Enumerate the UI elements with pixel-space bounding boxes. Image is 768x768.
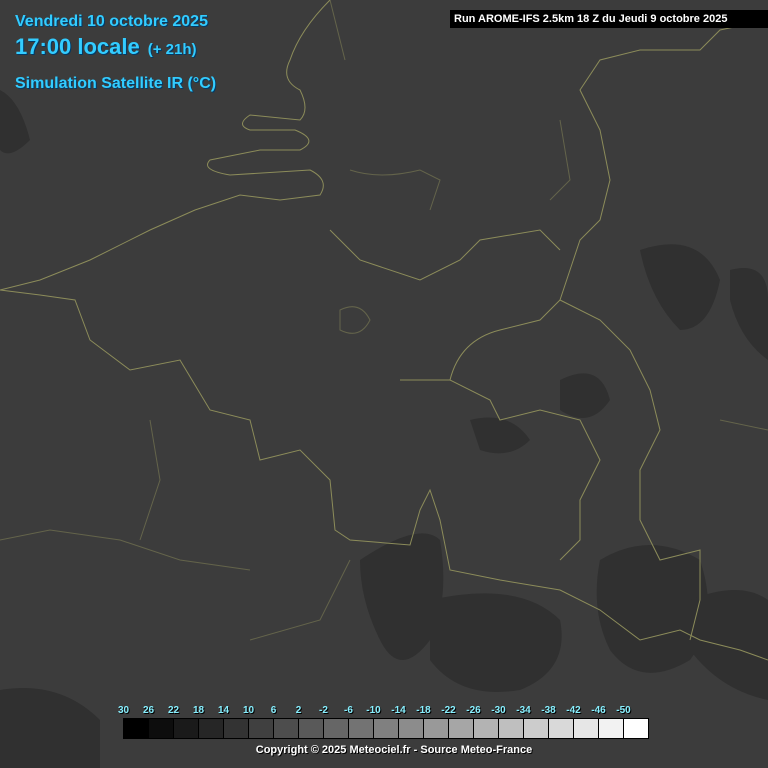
legend-swatch	[199, 719, 224, 738]
legend-label: 10	[242, 705, 255, 716]
legend-swatch	[524, 719, 549, 738]
model-run-label: Run AROME-IFS 2.5km 18 Z du Jeudi 9 octo…	[450, 10, 768, 28]
legend-label: -2	[319, 705, 328, 716]
legend-swatch	[149, 719, 174, 738]
legend-label: -22	[441, 705, 456, 716]
legend-swatch	[474, 719, 499, 738]
legend-swatch	[249, 719, 274, 738]
legend-swatch	[299, 719, 324, 738]
legend-label: -30	[491, 705, 506, 716]
legend-swatch	[599, 719, 624, 738]
border-lines	[0, 0, 768, 661]
legend-label: -26	[466, 705, 481, 716]
legend-label: 18	[192, 705, 205, 716]
legend-swatch	[574, 719, 599, 738]
legend-swatch	[399, 719, 424, 738]
legend-label: 26	[142, 705, 155, 716]
legend-swatch	[449, 719, 474, 738]
legend-swatch	[274, 719, 299, 738]
legend-label: -14	[391, 705, 406, 716]
copyright: Copyright © 2025 Meteociel.fr - Source M…	[255, 744, 533, 756]
forecast-offset: (+ 21h)	[147, 41, 197, 58]
legend-label: -42	[566, 705, 581, 716]
product-title: Simulation Satellite IR (°C)	[15, 75, 217, 92]
legend-swatch	[349, 719, 374, 738]
legend-label: -38	[541, 705, 556, 716]
forecast-date: Vendredi 10 octobre 2025	[15, 13, 208, 30]
legend-label: 22	[167, 705, 180, 716]
legend-swatch	[374, 719, 399, 738]
legend-swatch	[624, 719, 648, 738]
local-time: 17:00 locale	[15, 34, 140, 59]
legend-swatch	[424, 719, 449, 738]
legend-swatch	[224, 719, 249, 738]
cloud-patches	[0, 90, 768, 768]
temperature-legend: 30 26 22 18 14 10 6 2 -2 -6 -10 -14 -18 -22 -26 -30 -34-…	[111, 705, 649, 739]
legend-label: 30	[117, 705, 130, 716]
forecast-time: 17:00 locale (+ 21h)	[15, 34, 197, 60]
legend-label: -50	[616, 705, 631, 716]
legend-label: -46	[591, 705, 606, 716]
legend-swatch	[324, 719, 349, 738]
legend-label: 2	[295, 705, 302, 716]
legend-label: -34	[516, 705, 531, 716]
legend-label: -10	[366, 705, 381, 716]
legend-swatch	[499, 719, 524, 738]
legend-color-scale	[123, 718, 649, 739]
legend-swatch	[549, 719, 574, 738]
legend-label: 6	[270, 705, 277, 716]
legend-label: -6	[344, 705, 353, 716]
legend-labels: 30 26 22 18 14 10 6 2 -2 -6 -10 -14 -18 -22 -26 -30 -34-…	[111, 705, 649, 716]
legend-label: -18	[416, 705, 431, 716]
legend-swatch	[174, 719, 199, 738]
legend-swatch	[124, 719, 149, 738]
legend-label: 14	[217, 705, 230, 716]
